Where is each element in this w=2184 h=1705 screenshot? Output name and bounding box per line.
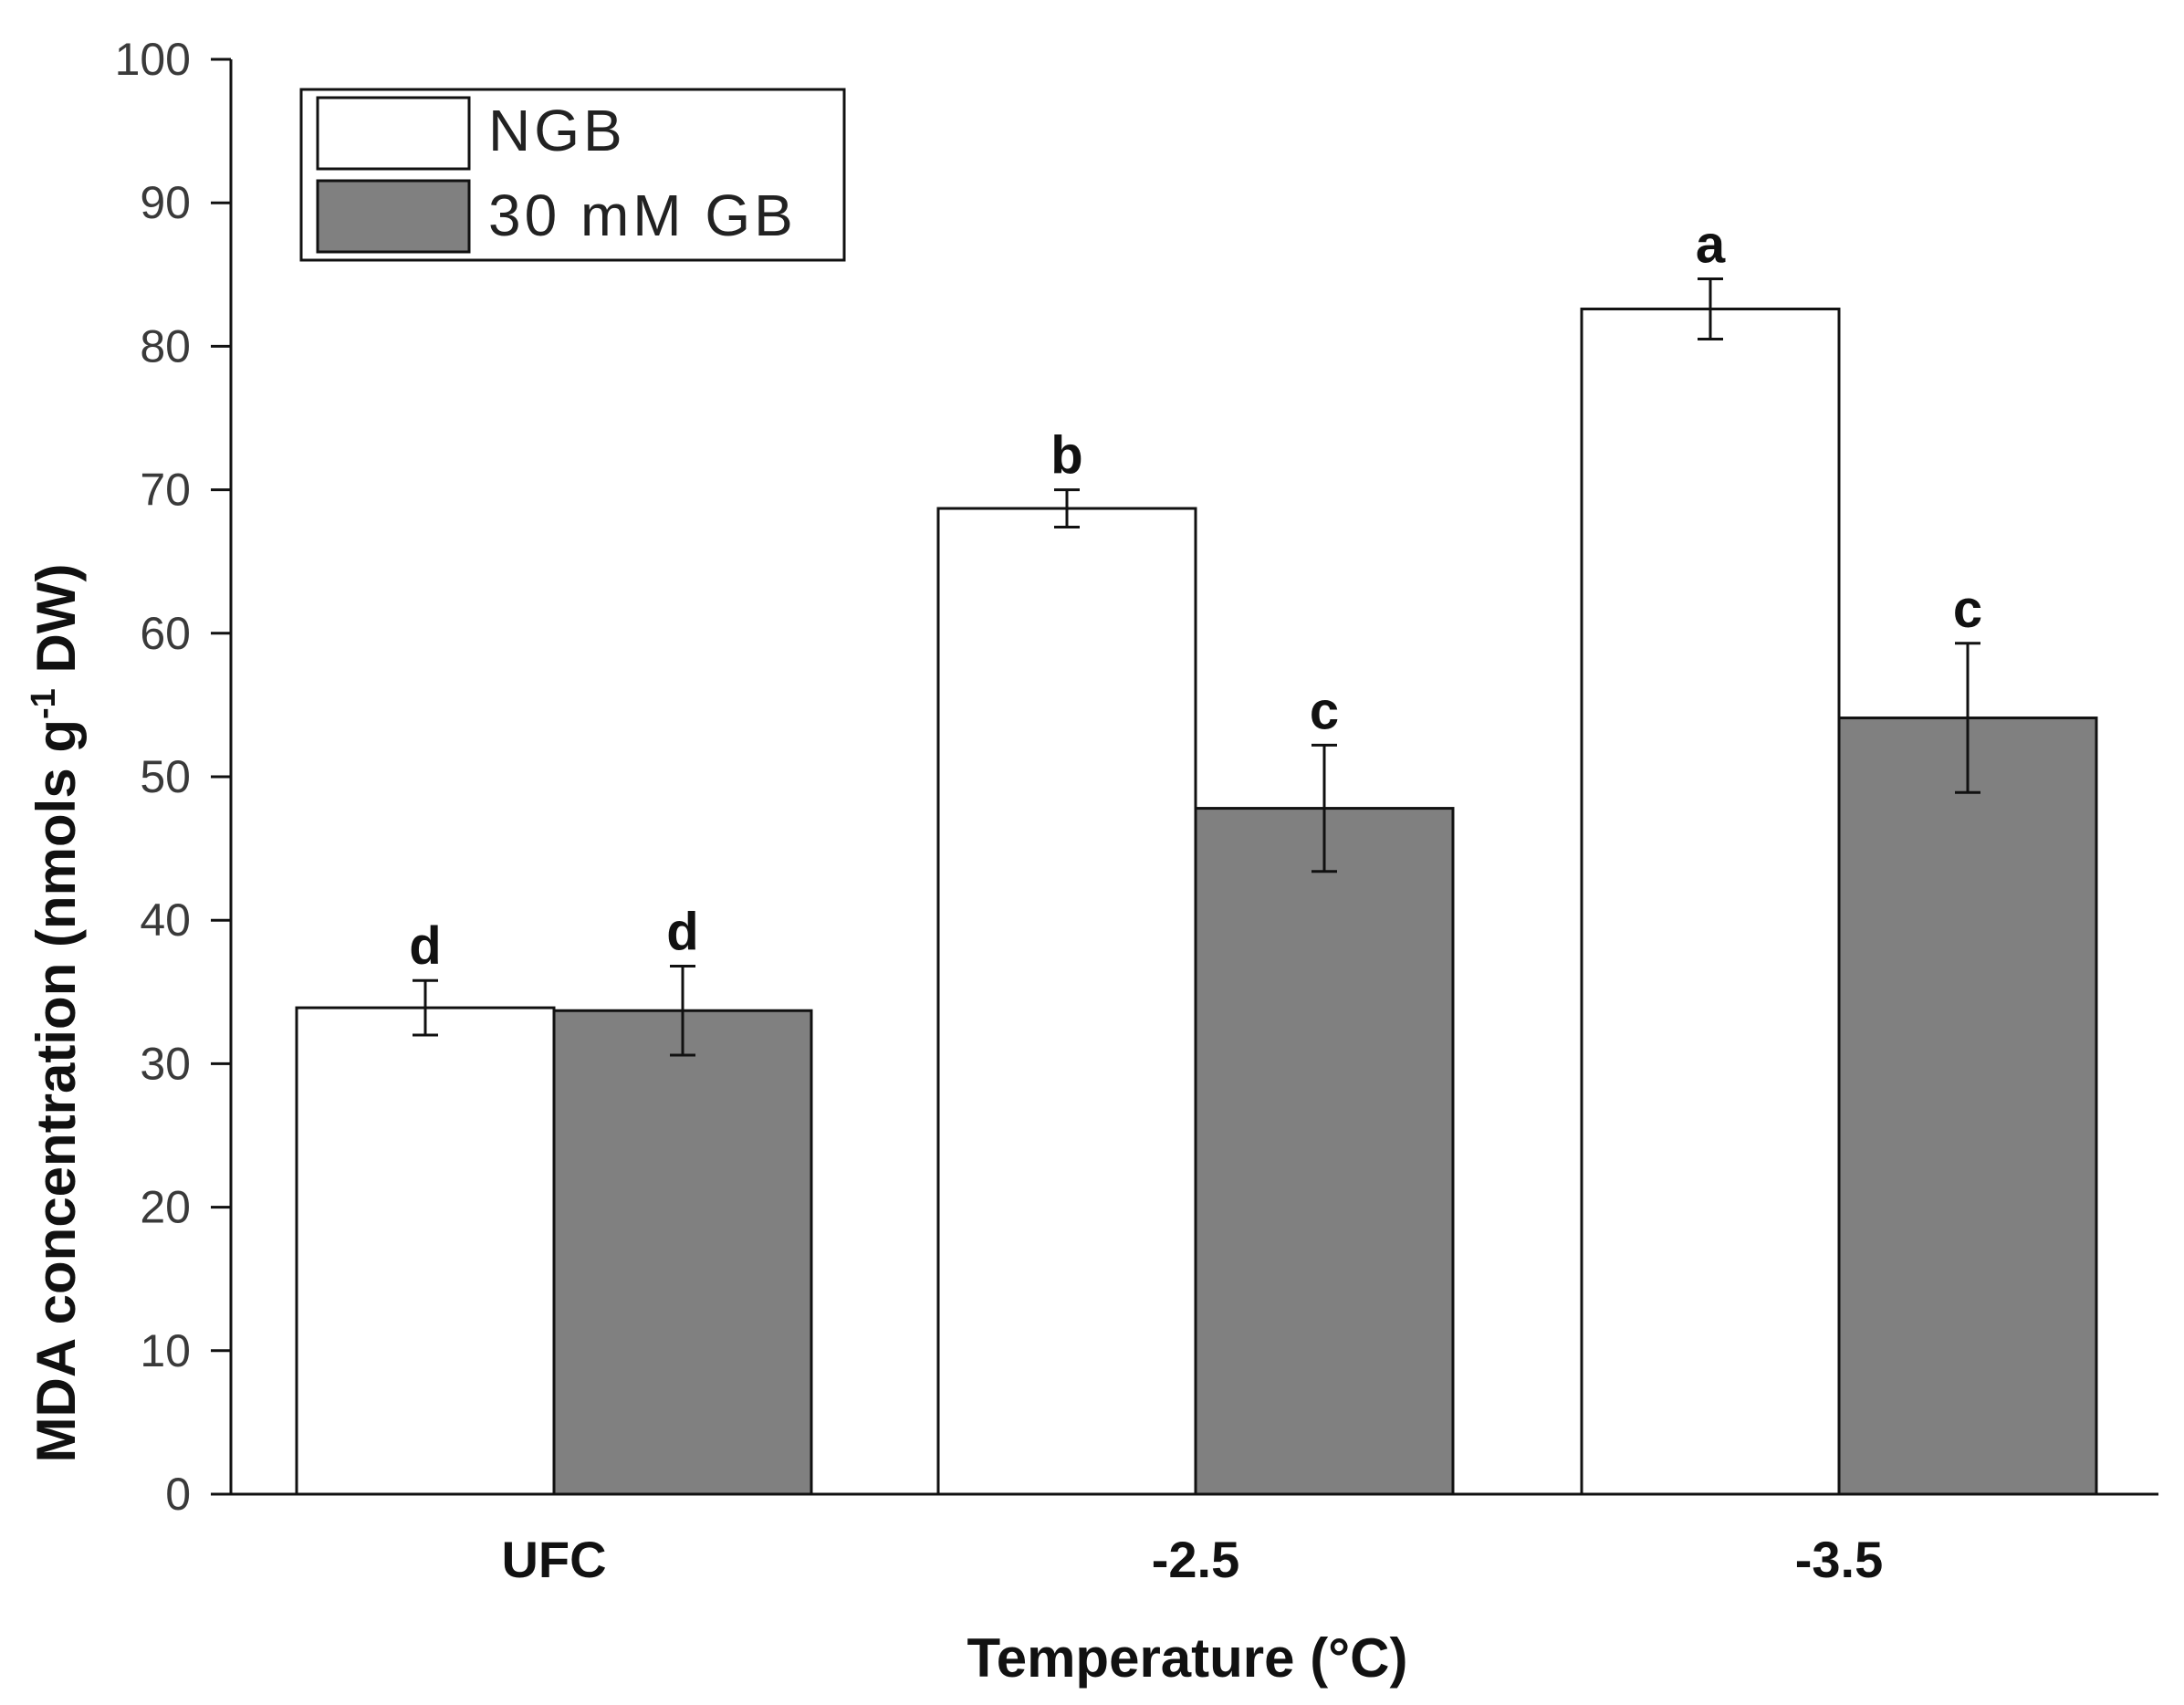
y-tick-label: 30 xyxy=(140,1038,191,1089)
bar xyxy=(1837,717,2098,1496)
legend: NGB 30 mM GB xyxy=(299,88,846,262)
y-tick-label: 80 xyxy=(140,320,191,371)
bar xyxy=(295,1006,556,1496)
y-tick-label: 70 xyxy=(140,465,191,516)
legend-label-gb: 30 mM GB xyxy=(488,183,797,248)
significance-label: d xyxy=(666,903,698,962)
y-axis-title: MDA concentration (nmols g-1 DW) xyxy=(25,564,87,1463)
legend-swatch-gb xyxy=(316,179,471,254)
x-category-label: -3.5 xyxy=(1795,1531,1884,1588)
bar xyxy=(1580,308,1841,1496)
y-tick-label: 60 xyxy=(140,608,191,659)
y-axis: 0 10 20 30 40 50 60 70 80 90 100 xyxy=(115,34,233,1520)
y-axis-title-suffix: DW) xyxy=(26,564,87,689)
significance-label: c xyxy=(1953,580,1982,639)
significance-label: b xyxy=(1050,426,1082,486)
bar xyxy=(552,1009,813,1496)
bar xyxy=(1194,807,1455,1496)
significance-label: d xyxy=(409,916,441,976)
y-axis-title-superscript: -1 xyxy=(25,688,63,719)
x-category-label: UFC xyxy=(501,1531,606,1588)
y-tick-label: 10 xyxy=(140,1325,191,1376)
y-axis-title-prefix: MDA concentration (nmols g xyxy=(26,719,87,1462)
significance-label: a xyxy=(1696,215,1726,275)
significance-label: c xyxy=(1310,681,1339,740)
bars-group: d d b c a c xyxy=(295,215,2098,1496)
legend-swatch-ngb xyxy=(316,96,471,171)
bar xyxy=(936,507,1197,1496)
x-axis: UFC -2.5 -3.5 xyxy=(231,1492,2158,1588)
y-tick-label: 40 xyxy=(140,894,191,946)
y-tick-label: 0 xyxy=(165,1469,191,1520)
y-tick-label: 50 xyxy=(140,751,191,802)
y-tick-label: 20 xyxy=(140,1182,191,1233)
x-axis-title: Temperature (°C) xyxy=(967,1627,1408,1689)
legend-label-ngb: NGB xyxy=(488,98,626,163)
y-tick-label: 90 xyxy=(140,177,191,228)
y-tick-label: 100 xyxy=(115,34,191,85)
x-category-label: -2.5 xyxy=(1152,1531,1240,1588)
